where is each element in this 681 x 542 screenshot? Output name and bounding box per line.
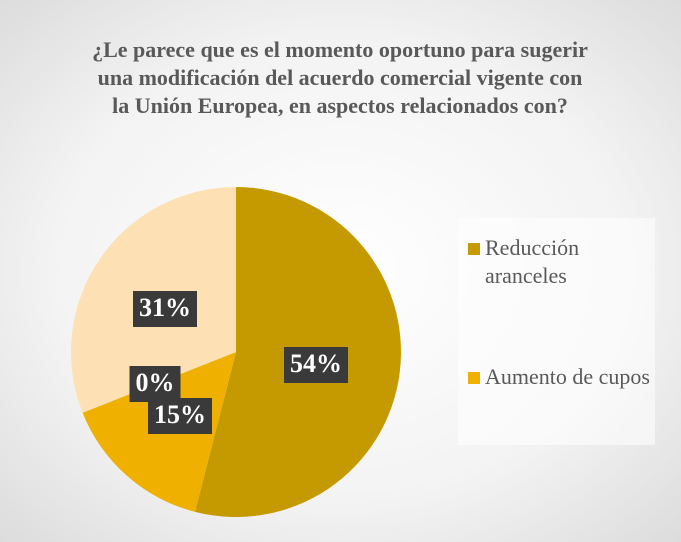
legend-label: Reducción aranceles (485, 235, 580, 288)
legend-swatch (468, 372, 480, 384)
data-label-box (129, 366, 181, 402)
chart-title: ¿Le parece que es el momento oportuno pa… (92, 37, 588, 118)
data-label: 0% (129, 366, 181, 402)
data-label-text: 31% (139, 293, 191, 322)
data-label: 15% (148, 398, 212, 434)
data-label: 31% (133, 291, 197, 327)
data-label-text: 15% (154, 400, 206, 429)
legend: Reducción aranceles Aumento de cupos (458, 218, 655, 445)
data-label-box (284, 347, 348, 383)
legend-entry: Reducción aranceles (468, 234, 665, 290)
data-label-box (133, 291, 197, 327)
data-label-text: 54% (290, 349, 342, 378)
legend-entry: Aumento de cupos (468, 363, 665, 391)
legend-swatch (468, 243, 480, 255)
data-label-text: 0% (136, 368, 175, 397)
data-label-box (148, 398, 212, 434)
data-label: 54% (284, 347, 348, 383)
legend-label: Aumento de cupos (485, 364, 650, 389)
